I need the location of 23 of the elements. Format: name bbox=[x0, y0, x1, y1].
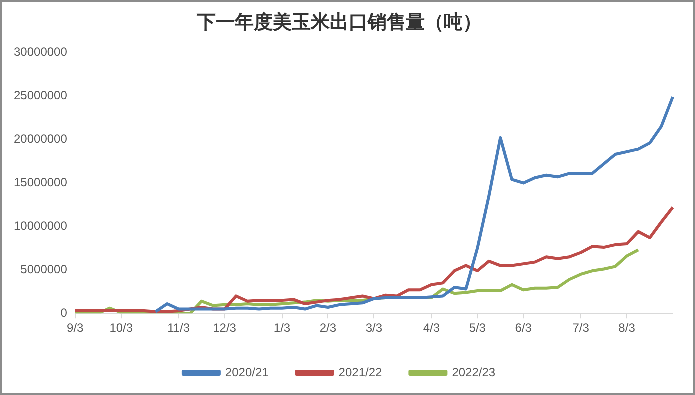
x-tick-label: 12/3 bbox=[213, 321, 237, 336]
x-tick-label: 9/3 bbox=[67, 321, 84, 336]
y-tick-label: 15000000 bbox=[14, 176, 68, 190]
x-tick-label: 11/3 bbox=[168, 321, 190, 336]
y-tick-label: 0 bbox=[60, 306, 68, 320]
y-tick-label: 20000000 bbox=[14, 132, 68, 146]
x-tick-label: 6/3 bbox=[515, 321, 532, 336]
x-tick-label: 1/3 bbox=[274, 321, 291, 336]
x-tick-label: 7/3 bbox=[572, 321, 590, 336]
y-tick-label: 10000000 bbox=[14, 218, 68, 233]
x-tick-label: 3/3 bbox=[366, 321, 383, 336]
x-tick-label: 10/3 bbox=[110, 321, 134, 336]
legend-label: 2020/21 bbox=[225, 365, 270, 380]
x-tick-label: 4/3 bbox=[423, 321, 440, 336]
y-tick-label: 5000000 bbox=[20, 262, 68, 276]
chart-title: 下一年度美玉米出口销售量（吨） bbox=[196, 11, 482, 34]
x-tick-label: 2/3 bbox=[320, 321, 337, 336]
x-tick-label: 5/3 bbox=[469, 321, 486, 336]
legend-label: 2022/23 bbox=[452, 365, 496, 380]
y-tick-label: 30000000 bbox=[14, 45, 68, 60]
x-tick-label: 8/3 bbox=[618, 321, 636, 336]
legend-label: 2021/22 bbox=[338, 365, 383, 380]
y-tick-label: 25000000 bbox=[14, 88, 68, 103]
